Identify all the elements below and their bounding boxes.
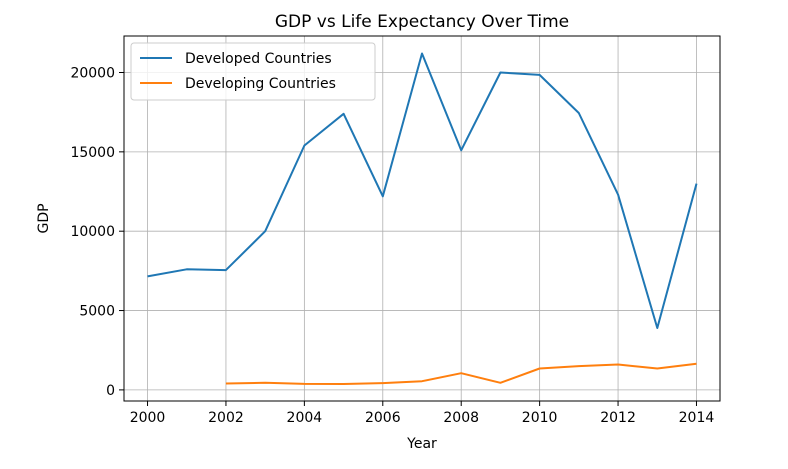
y-tick-label: 10000 xyxy=(70,224,115,240)
chart-title: GDP vs Life Expectancy Over Time xyxy=(275,12,569,32)
grid xyxy=(124,36,720,401)
y-tick-label: 5000 xyxy=(79,304,115,320)
x-tick-label: 2012 xyxy=(600,410,636,426)
x-axis-label: Year xyxy=(406,436,437,452)
y-tick-label: 0 xyxy=(106,383,115,399)
y-tick-label: 15000 xyxy=(70,145,115,161)
x-tick-label: 2014 xyxy=(679,410,715,426)
x-tick-label: 2010 xyxy=(522,410,558,426)
series-line-2 xyxy=(225,362,697,385)
series-line-1 xyxy=(147,52,698,329)
y-axis-label: GDP xyxy=(36,203,52,233)
plot-frame xyxy=(123,35,721,402)
x-tick-label: 2008 xyxy=(443,410,479,426)
x-tick-label: 2002 xyxy=(208,410,244,426)
x-tick-label: 2004 xyxy=(287,410,323,426)
series-lines xyxy=(147,52,698,385)
axis-ticks: 2000 2002 2004 2006 2008 2010 2012 2014 0 5000 100… xyxy=(70,66,714,427)
legend: Developed Countries Developing Countries xyxy=(130,42,376,101)
y-tick-label: 20000 xyxy=(70,66,115,82)
legend-label-2: Developing Countries xyxy=(185,76,336,92)
x-tick-label: 2006 xyxy=(365,410,401,426)
legend-label-1: Developed Countries xyxy=(185,51,332,67)
legend-box xyxy=(130,42,376,101)
x-tick-label: 2000 xyxy=(130,410,166,426)
